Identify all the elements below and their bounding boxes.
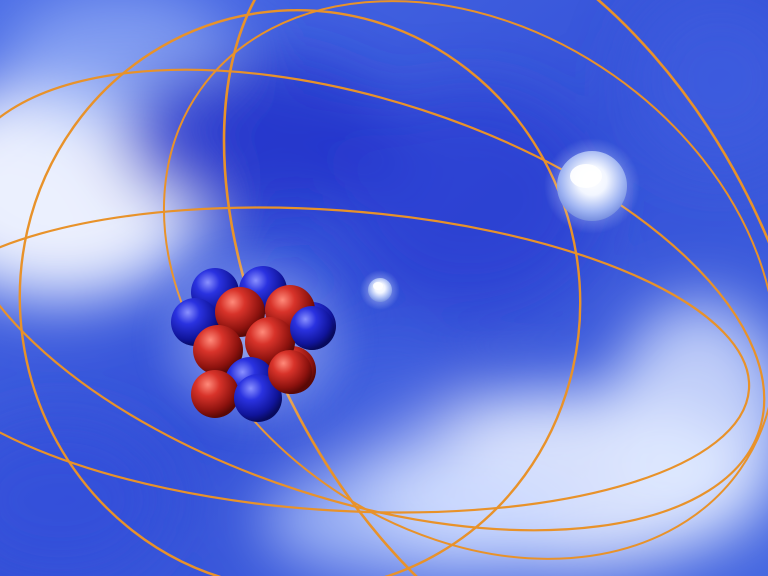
electron-small xyxy=(368,278,392,302)
orbit-ring xyxy=(163,0,768,560)
neutron-sphere xyxy=(290,306,334,350)
proton-sphere xyxy=(268,350,312,394)
orbit-ring xyxy=(0,206,751,514)
neutron-sphere xyxy=(234,374,282,422)
proton-sphere xyxy=(191,370,239,418)
proton-sphere xyxy=(193,325,243,375)
orbit-ring xyxy=(18,8,582,576)
electrons xyxy=(360,138,640,310)
nucleus xyxy=(171,266,336,422)
